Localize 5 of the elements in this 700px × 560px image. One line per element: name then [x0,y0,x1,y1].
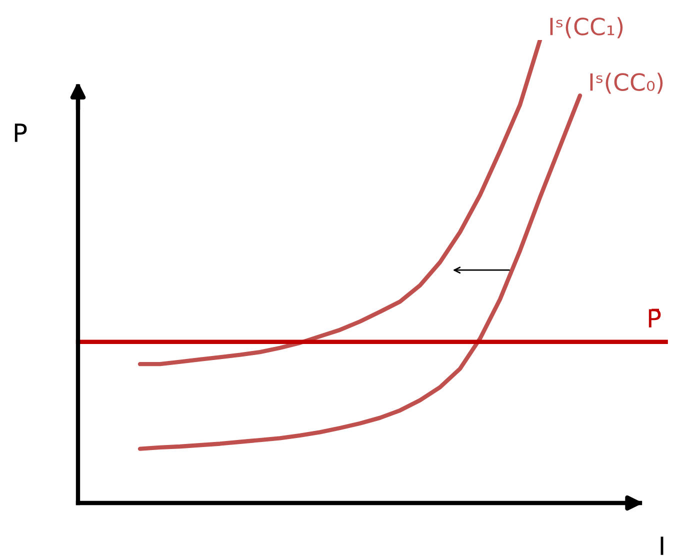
x-axis-title: I [660,536,664,555]
ref-line-label: P̄ [648,308,661,328]
y-axis-title: P [14,124,27,142]
series-label: Iˢ(CC₀) [590,72,663,94]
series-label: Iˢ(CC₁) [550,17,623,38]
